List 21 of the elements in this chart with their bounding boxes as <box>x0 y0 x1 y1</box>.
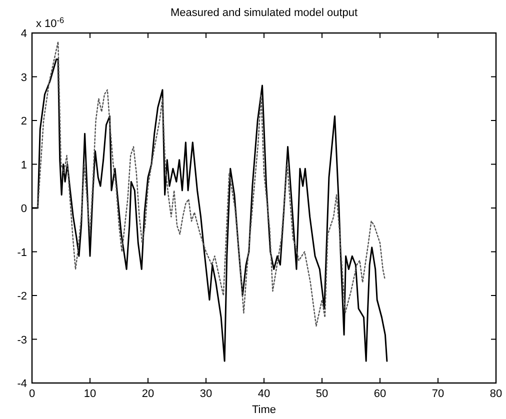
y-tick-label: 0 <box>20 203 27 215</box>
y-tick-label: 2 <box>20 116 27 128</box>
x-tick-label: 40 <box>258 388 270 400</box>
y-tick-label: 3 <box>20 72 27 84</box>
y-tick-label: -1 <box>17 246 27 259</box>
y-tick-label: 4 <box>20 28 27 40</box>
x-tick-label: 60 <box>374 388 386 400</box>
x-tick-label: 80 <box>490 388 502 400</box>
y-tick-label: -4 <box>17 378 27 390</box>
chart-title: Measured and simulated model output <box>170 7 358 19</box>
y-tick-label: -3 <box>17 334 27 346</box>
y-tick-label: 1 <box>20 159 27 172</box>
x-tick-label: 70 <box>432 388 444 400</box>
x-tick-label: 50 <box>316 388 328 400</box>
text: x 10$^{-6}$ <box>36 16 65 30</box>
x-axis-title: Time <box>252 404 276 416</box>
x-tick-label: 0 <box>28 388 36 400</box>
x-tick-label: 20 <box>142 388 154 400</box>
y-tick-label: -2 <box>17 290 27 302</box>
x-tick-label: 30 <box>200 388 212 400</box>
x-tick-label: 10 <box>84 388 96 400</box>
